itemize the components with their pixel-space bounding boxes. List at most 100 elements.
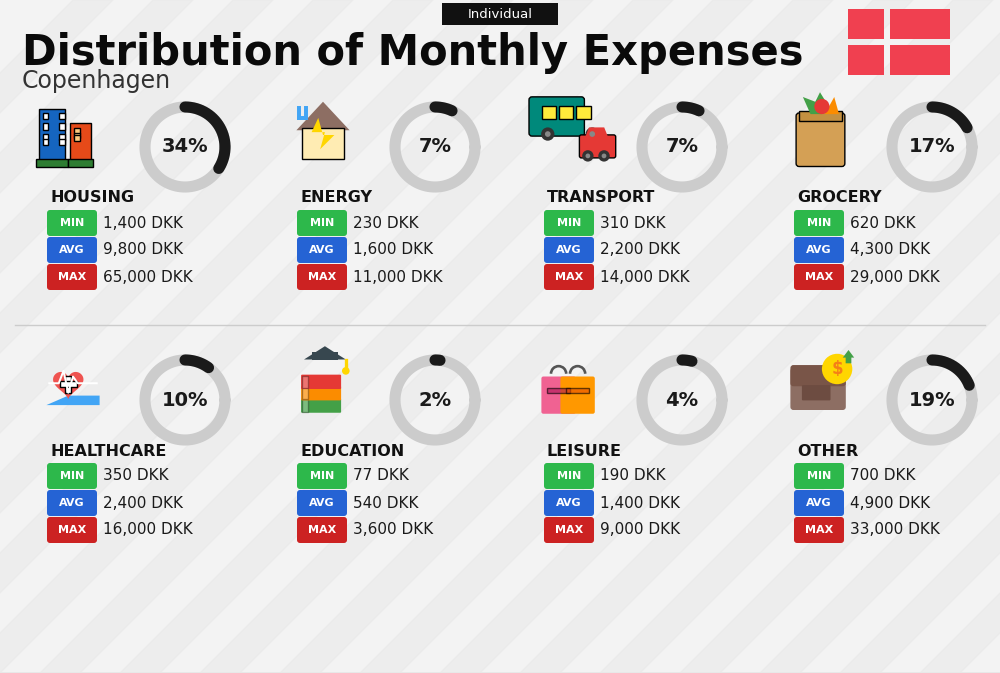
- FancyBboxPatch shape: [297, 210, 347, 236]
- Text: 1,400 DKK: 1,400 DKK: [600, 495, 680, 511]
- Text: MAX: MAX: [58, 272, 86, 282]
- Text: 19%: 19%: [909, 390, 955, 409]
- FancyBboxPatch shape: [529, 97, 584, 136]
- Text: 7%: 7%: [666, 137, 698, 157]
- Circle shape: [586, 127, 599, 141]
- Text: AVG: AVG: [309, 498, 335, 508]
- FancyBboxPatch shape: [297, 490, 347, 516]
- Text: MAX: MAX: [308, 272, 336, 282]
- Text: Copenhagen: Copenhagen: [22, 69, 171, 93]
- FancyBboxPatch shape: [848, 45, 884, 75]
- FancyBboxPatch shape: [59, 133, 65, 140]
- Text: 7%: 7%: [418, 137, 452, 157]
- Text: 9,000 DKK: 9,000 DKK: [600, 522, 680, 538]
- Text: EDUCATION: EDUCATION: [300, 444, 404, 458]
- Text: MIN: MIN: [60, 218, 84, 228]
- Polygon shape: [296, 102, 350, 131]
- Text: MIN: MIN: [807, 471, 831, 481]
- FancyBboxPatch shape: [579, 135, 616, 158]
- FancyBboxPatch shape: [59, 112, 65, 119]
- Circle shape: [598, 150, 610, 162]
- FancyBboxPatch shape: [68, 160, 93, 167]
- Text: AVG: AVG: [59, 498, 85, 508]
- Text: OTHER: OTHER: [797, 444, 858, 458]
- Text: MAX: MAX: [308, 525, 336, 535]
- FancyBboxPatch shape: [47, 463, 97, 489]
- Polygon shape: [312, 118, 334, 149]
- Text: 350 DKK: 350 DKK: [103, 468, 169, 483]
- Text: Distribution of Monthly Expenses: Distribution of Monthly Expenses: [22, 32, 804, 74]
- FancyBboxPatch shape: [47, 237, 97, 263]
- Text: Individual: Individual: [468, 7, 532, 20]
- FancyBboxPatch shape: [799, 111, 842, 120]
- Circle shape: [582, 150, 594, 162]
- FancyBboxPatch shape: [802, 385, 830, 400]
- Text: GROCERY: GROCERY: [797, 190, 882, 205]
- FancyBboxPatch shape: [47, 517, 97, 543]
- FancyBboxPatch shape: [547, 388, 570, 393]
- Text: 700 DKK: 700 DKK: [850, 468, 916, 483]
- Polygon shape: [304, 346, 346, 359]
- FancyBboxPatch shape: [890, 45, 950, 75]
- FancyBboxPatch shape: [544, 517, 594, 543]
- FancyBboxPatch shape: [301, 386, 341, 400]
- Text: 4%: 4%: [665, 390, 699, 409]
- Text: AVG: AVG: [556, 498, 582, 508]
- Text: AVG: AVG: [556, 245, 582, 255]
- Text: 2,400 DKK: 2,400 DKK: [103, 495, 183, 511]
- FancyBboxPatch shape: [43, 112, 48, 119]
- Text: ENERGY: ENERGY: [300, 190, 372, 205]
- Polygon shape: [843, 350, 854, 363]
- Text: MIN: MIN: [557, 471, 581, 481]
- Circle shape: [342, 367, 350, 375]
- FancyBboxPatch shape: [542, 106, 556, 119]
- FancyBboxPatch shape: [794, 210, 844, 236]
- Text: AVG: AVG: [806, 245, 832, 255]
- Text: HEALTHCARE: HEALTHCARE: [50, 444, 166, 458]
- Text: MAX: MAX: [555, 272, 583, 282]
- Polygon shape: [825, 97, 839, 114]
- FancyBboxPatch shape: [302, 399, 308, 412]
- FancyBboxPatch shape: [442, 3, 558, 25]
- FancyBboxPatch shape: [74, 133, 80, 139]
- FancyBboxPatch shape: [47, 490, 97, 516]
- Polygon shape: [803, 92, 828, 114]
- Text: 540 DKK: 540 DKK: [353, 495, 418, 511]
- Text: MIN: MIN: [310, 218, 334, 228]
- FancyBboxPatch shape: [541, 376, 576, 414]
- Text: LEISURE: LEISURE: [547, 444, 622, 458]
- FancyBboxPatch shape: [560, 376, 595, 414]
- Text: MAX: MAX: [58, 525, 86, 535]
- FancyBboxPatch shape: [544, 490, 594, 516]
- FancyBboxPatch shape: [544, 237, 594, 263]
- FancyBboxPatch shape: [544, 463, 594, 489]
- Text: 310 DKK: 310 DKK: [600, 215, 666, 230]
- Text: AVG: AVG: [59, 245, 85, 255]
- FancyBboxPatch shape: [70, 123, 91, 161]
- Text: MIN: MIN: [60, 471, 84, 481]
- FancyBboxPatch shape: [312, 352, 338, 359]
- Text: 2,200 DKK: 2,200 DKK: [600, 242, 680, 258]
- Text: TRANSPORT: TRANSPORT: [547, 190, 655, 205]
- Text: 9,800 DKK: 9,800 DKK: [103, 242, 183, 258]
- Text: 2%: 2%: [418, 390, 452, 409]
- Text: 4,300 DKK: 4,300 DKK: [850, 242, 930, 258]
- FancyBboxPatch shape: [794, 264, 844, 290]
- FancyBboxPatch shape: [43, 133, 48, 140]
- FancyBboxPatch shape: [796, 113, 845, 166]
- FancyBboxPatch shape: [59, 139, 65, 145]
- Polygon shape: [585, 127, 608, 137]
- Text: MAX: MAX: [805, 272, 833, 282]
- FancyBboxPatch shape: [74, 135, 80, 141]
- FancyBboxPatch shape: [544, 264, 594, 290]
- Text: 230 DKK: 230 DKK: [353, 215, 419, 230]
- FancyBboxPatch shape: [848, 9, 884, 39]
- Circle shape: [602, 153, 606, 158]
- FancyBboxPatch shape: [794, 490, 844, 516]
- Circle shape: [541, 127, 554, 141]
- Circle shape: [589, 131, 595, 137]
- FancyBboxPatch shape: [302, 387, 308, 399]
- Circle shape: [822, 354, 852, 384]
- Circle shape: [545, 131, 551, 137]
- FancyBboxPatch shape: [794, 463, 844, 489]
